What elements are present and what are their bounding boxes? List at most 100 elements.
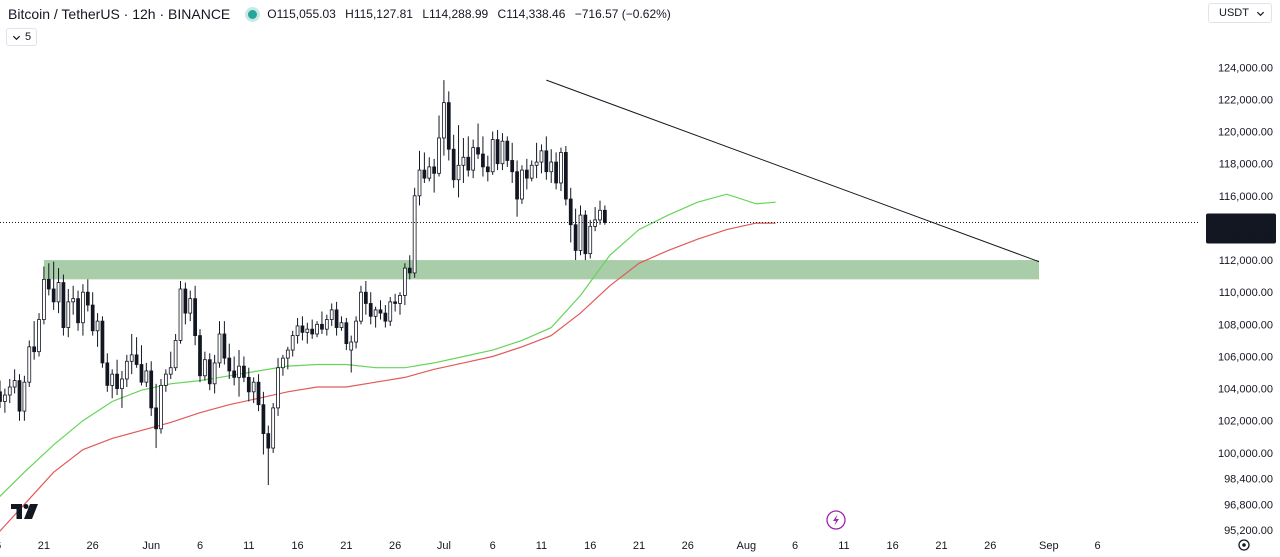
price-tick-label: 98,400.00 <box>1224 474 1273 486</box>
candle <box>7 378 12 404</box>
candle <box>422 152 427 183</box>
candle-body <box>256 381 261 406</box>
candle-body <box>398 295 402 304</box>
candle <box>232 356 237 386</box>
time-tick-label: 21 <box>340 540 352 552</box>
candle-body <box>227 357 232 372</box>
candle <box>603 205 607 225</box>
candle-body <box>403 267 407 296</box>
candle-body <box>305 328 310 333</box>
candle <box>329 303 334 326</box>
candle-body <box>56 282 61 303</box>
candle <box>510 142 515 183</box>
candle-body <box>261 404 266 434</box>
candle-body <box>237 365 241 378</box>
candle-body <box>495 139 500 165</box>
currency-selector[interactable]: USDT <box>1208 3 1272 23</box>
candle-body <box>510 160 515 173</box>
candle <box>0 380 2 408</box>
time-tick-label: Aug <box>737 540 757 552</box>
candle-body <box>476 147 480 155</box>
candle <box>320 311 324 334</box>
candle <box>246 367 251 402</box>
candle <box>12 369 17 394</box>
support-zone[interactable] <box>43 260 1040 280</box>
price-tick-label: 100,000.00 <box>1218 448 1273 460</box>
price-tick-label: 124,000.00 <box>1218 62 1273 74</box>
price-axis[interactable]: 124,000.00 122,000.00 120,000.00 118,000.00… <box>1218 62 1273 537</box>
candle-body <box>500 140 505 165</box>
ema-slow-line <box>0 222 776 532</box>
candle <box>349 335 354 373</box>
candle-body <box>544 150 549 173</box>
candle-body <box>27 346 32 383</box>
candle-body <box>432 166 437 174</box>
support-zone-layer <box>43 260 1040 280</box>
candle <box>442 80 446 156</box>
candle <box>549 149 554 183</box>
trendline-layer[interactable] <box>546 79 1040 263</box>
candle-body <box>251 381 256 393</box>
candle <box>544 136 549 180</box>
candle-body <box>139 364 144 383</box>
candle-body <box>232 370 237 378</box>
time-tick-label: 26 <box>87 540 99 552</box>
candle-body <box>393 301 397 304</box>
candle-body <box>188 298 193 314</box>
candle <box>481 136 485 177</box>
high-label: H <box>345 7 354 21</box>
price-tick-label: 110,000.00 <box>1219 287 1273 299</box>
candle-body <box>290 335 295 351</box>
candle <box>446 91 451 161</box>
candle-body <box>163 373 168 386</box>
indicators-toggle-button[interactable]: 5 <box>6 28 38 46</box>
time-tick-label: 21 <box>38 540 50 552</box>
candle <box>76 290 80 331</box>
last-price-value: 114,338.46 <box>1218 218 1272 230</box>
candle-body <box>422 169 427 179</box>
gear-icon[interactable] <box>1238 539 1250 551</box>
candle <box>81 284 85 336</box>
ema-fast-line <box>0 193 776 498</box>
time-axis[interactable]: 16 21 26 Jun 6 11 16 21 26 Jul 6 11 16 21 26 Aug 6 11 16 21… <box>0 540 1101 552</box>
descending-trendline[interactable] <box>546 79 1040 263</box>
candle <box>163 369 168 392</box>
candle <box>71 285 76 315</box>
candle <box>485 155 490 182</box>
candle-body <box>334 309 339 328</box>
candle <box>344 317 349 351</box>
candle <box>124 354 129 388</box>
high-value: 115,127.81 <box>353 7 413 21</box>
candle <box>66 289 71 338</box>
symbol-title[interactable]: Bitcoin / TetherUS · 12h · BINANCE <box>8 6 231 22</box>
time-tick-label: 16 <box>584 540 596 552</box>
candle <box>568 187 573 243</box>
candle <box>144 362 149 388</box>
candle-body <box>12 380 17 388</box>
candle <box>115 359 119 396</box>
tradingview-logo[interactable] <box>11 504 38 519</box>
time-tick-label: 11 <box>243 540 254 552</box>
close-label: C <box>497 7 507 21</box>
time-tick-label: 6 <box>197 540 203 552</box>
candle <box>22 375 27 421</box>
chart-header: Bitcoin / TetherUS · 12h · BINANCE O115,… <box>0 0 1200 28</box>
candle-body <box>120 378 124 390</box>
candle <box>593 207 597 232</box>
candle <box>173 333 178 371</box>
candle-body <box>159 384 163 430</box>
price-tick-label: 108,000.00 <box>1218 319 1273 331</box>
candle-body <box>563 152 568 200</box>
candle <box>505 136 510 167</box>
candle-body <box>573 224 578 251</box>
lightning-icon[interactable] <box>826 510 846 530</box>
candle-body <box>46 278 51 290</box>
time-tick-label: 16 <box>0 540 1 552</box>
price-tick-label: 120,000.00 <box>1218 127 1273 139</box>
candle-body <box>603 209 607 223</box>
candle <box>46 263 51 296</box>
candle <box>520 165 524 204</box>
candle <box>427 157 432 182</box>
candle <box>515 160 519 217</box>
